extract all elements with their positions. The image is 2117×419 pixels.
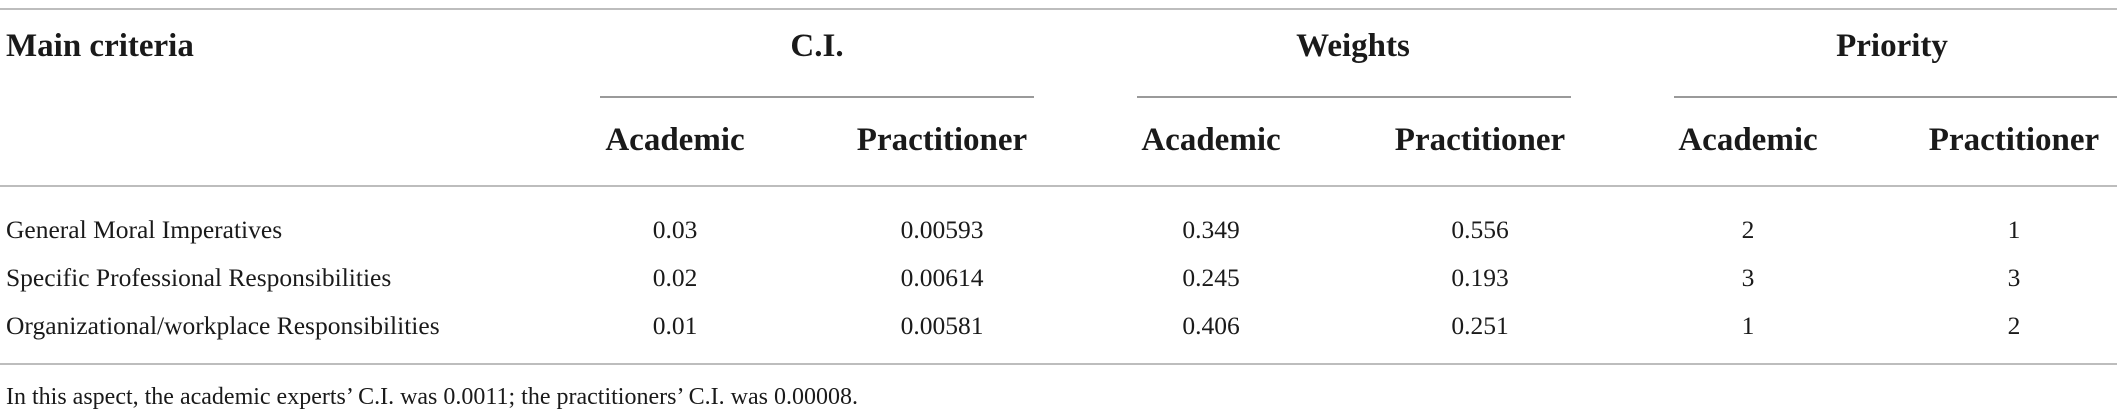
subheader-priority-practitioner: Practitioner [1928,122,2100,158]
header-group-weights: Weights [1296,28,1410,64]
cell-ci-practitioner: 0.00614 [900,263,984,292]
cell-ci-academic: 0.02 [652,263,698,292]
header-bottom-rule [0,185,2117,187]
group-rule-weights [1137,96,1571,98]
row-criteria: Organizational/workplace Responsibilitie… [6,311,440,340]
header-group-ci: C.I. [790,28,844,64]
cell-weights-academic: 0.406 [1182,311,1240,340]
group-rule-priority [1674,96,2117,98]
cell-ci-practitioner: 0.00593 [900,215,984,244]
row-criteria: General Moral Imperatives [6,215,283,244]
cell-weights-practitioner: 0.556 [1451,215,1509,244]
subheader-weights-academic: Academic [1141,122,1281,158]
cell-priority-academic: 2 [1741,215,1755,244]
subheader-priority-academic: Academic [1678,122,1818,158]
cell-priority-practitioner: 2 [2007,311,2021,340]
cell-priority-practitioner: 3 [2007,263,2021,292]
cell-ci-practitioner: 0.00581 [900,311,984,340]
cell-ci-academic: 0.01 [652,311,698,340]
top-rule [0,8,2117,10]
cell-priority-practitioner: 1 [2007,215,2021,244]
cell-priority-academic: 1 [1741,311,1755,340]
header-main-criteria: Main criteria [6,28,194,64]
cell-priority-academic: 3 [1741,263,1755,292]
cell-weights-practitioner: 0.193 [1451,263,1509,292]
subheader-ci-academic: Academic [605,122,745,158]
cell-weights-academic: 0.349 [1182,215,1240,244]
cell-weights-academic: 0.245 [1182,263,1240,292]
cell-ci-academic: 0.03 [652,215,698,244]
header-group-priority: Priority [1836,28,1948,64]
group-rule-ci [600,96,1034,98]
subheader-weights-practitioner: Practitioner [1394,122,1566,158]
row-criteria: Specific Professional Responsibilities [6,263,392,292]
cell-weights-practitioner: 0.251 [1451,311,1509,340]
subheader-ci-practitioner: Practitioner [856,122,1028,158]
bottom-rule [0,363,2117,365]
table-footnote: In this aspect, the academic experts’ C.… [6,384,858,410]
